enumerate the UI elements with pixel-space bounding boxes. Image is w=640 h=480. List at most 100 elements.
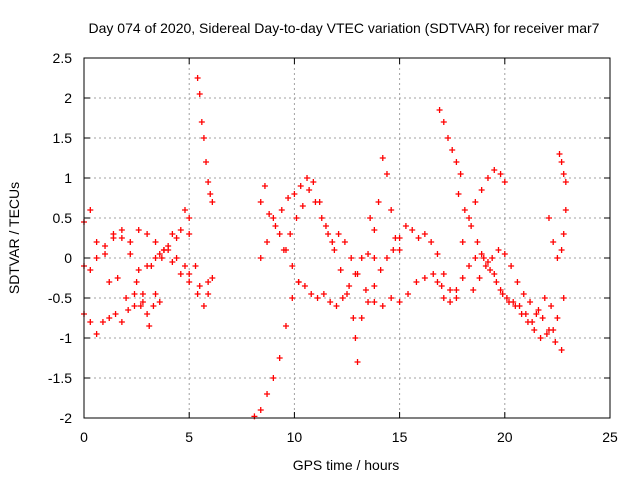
y-axis-label: SDTVAR / TECUs — [6, 182, 22, 294]
data-point — [293, 215, 300, 221]
series-s20 — [556, 151, 569, 185]
data-point — [415, 235, 422, 241]
data-point — [264, 391, 271, 397]
data-point — [562, 179, 569, 185]
data-point — [543, 331, 550, 337]
data-point — [127, 251, 134, 257]
data-point — [289, 295, 296, 301]
data-point — [379, 303, 386, 309]
data-point — [280, 247, 287, 253]
data-point — [371, 299, 378, 305]
data-point — [459, 239, 466, 245]
data-point — [261, 183, 268, 189]
series-s18 — [470, 247, 565, 353]
series-s13 — [367, 155, 403, 253]
data-point — [506, 299, 513, 305]
data-point — [152, 255, 159, 261]
data-point — [99, 319, 106, 325]
data-point — [379, 155, 386, 161]
data-point — [468, 223, 475, 229]
data-point — [508, 263, 515, 269]
y-tick-label: -1.5 — [48, 370, 72, 386]
data-point — [148, 263, 155, 269]
data-point — [207, 191, 214, 197]
data-point — [272, 223, 279, 229]
data-point — [514, 279, 521, 285]
data-point — [287, 231, 294, 237]
data-point — [459, 275, 466, 281]
data-point — [388, 295, 395, 301]
series-s14 — [436, 107, 464, 177]
series-s4 — [106, 247, 193, 309]
data-point — [135, 267, 142, 273]
data-point — [560, 231, 567, 237]
data-point — [337, 267, 344, 273]
data-point — [266, 211, 273, 217]
y-tick-label: 1.5 — [53, 130, 73, 146]
y-tick-label: -1 — [60, 330, 73, 346]
data-point — [137, 303, 144, 309]
y-tick-labels: -2 -1.5 -1 -0.5 0 0.5 1 1.5 2 2.5 — [48, 50, 72, 426]
data-point — [87, 267, 94, 273]
data-point — [388, 207, 395, 213]
data-point — [102, 251, 109, 257]
data-point — [282, 323, 289, 329]
data-point — [470, 287, 477, 293]
data-point — [186, 279, 193, 285]
data-point — [453, 287, 460, 293]
data-point — [205, 291, 212, 297]
data-point — [482, 263, 489, 269]
data-point — [405, 291, 412, 297]
data-point — [440, 119, 447, 125]
data-point — [112, 311, 119, 317]
data-point — [165, 243, 172, 249]
data-point — [209, 275, 216, 281]
data-point — [533, 311, 540, 317]
data-point — [346, 283, 353, 289]
data-point — [444, 135, 451, 141]
data-point — [196, 91, 203, 97]
data-point — [110, 231, 117, 237]
data-point — [438, 283, 445, 289]
series-s17 — [459, 167, 508, 245]
data-point — [186, 215, 193, 221]
data-point — [205, 279, 212, 285]
data-point — [131, 291, 138, 297]
data-point — [312, 199, 319, 205]
y-tick-label: 2.5 — [53, 50, 73, 66]
data-point — [186, 271, 193, 277]
data-point — [541, 295, 548, 301]
data-point — [480, 255, 487, 261]
data-point — [552, 339, 559, 345]
data-point — [457, 171, 464, 177]
data-point — [156, 251, 163, 257]
data-point — [106, 315, 113, 321]
data-point — [139, 299, 146, 305]
data-point — [304, 175, 311, 181]
data-point — [87, 319, 94, 325]
data-point — [497, 287, 504, 293]
data-point — [200, 303, 207, 309]
data-point — [478, 187, 485, 193]
data-point — [341, 239, 348, 245]
data-point — [270, 215, 277, 221]
data-point — [93, 331, 100, 337]
data-point — [558, 159, 565, 165]
data-point — [152, 239, 159, 245]
data-point — [402, 223, 409, 229]
series-s12 — [352, 223, 460, 341]
data-point — [558, 347, 565, 353]
data-point — [125, 307, 132, 313]
data-point — [447, 287, 454, 293]
data-point — [472, 199, 479, 205]
data-point — [139, 291, 146, 297]
data-point — [118, 235, 125, 241]
data-point — [177, 227, 184, 233]
data-point — [93, 255, 100, 261]
data-point — [186, 231, 193, 237]
data-point — [331, 247, 338, 253]
data-point — [276, 355, 283, 361]
x-tick-label: 15 — [392, 429, 408, 445]
data-point — [421, 231, 428, 237]
data-point — [205, 179, 212, 185]
